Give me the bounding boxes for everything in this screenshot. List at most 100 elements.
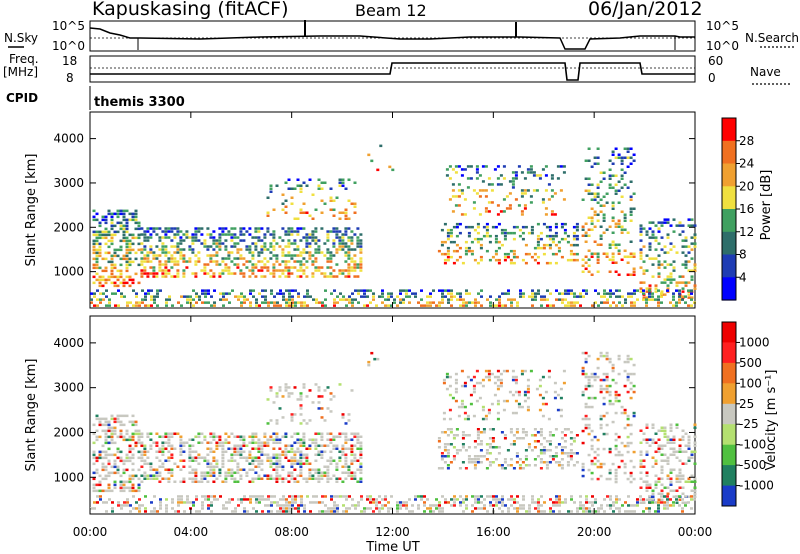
velocity-data-cell [357, 504, 360, 507]
power-data-cell [104, 278, 108, 282]
power-data-cell [138, 301, 141, 304]
velocity-data-cell [485, 449, 489, 452]
velocity-data-cell [476, 437, 480, 440]
power-data-cell [278, 236, 282, 239]
power-data-cell [587, 147, 591, 150]
power-data-cell [447, 301, 450, 304]
velocity-data-cell [518, 437, 522, 440]
power-data-cell [496, 213, 500, 216]
velocity-data-cell [311, 438, 315, 441]
velocity-data-cell [164, 459, 168, 462]
velocity-data-cell [308, 471, 312, 474]
power-data-cell [287, 254, 291, 257]
power-data-cell [690, 289, 693, 292]
velocity-data-cell [639, 465, 643, 468]
power-data-cell [666, 289, 669, 292]
velocity-data-cell [672, 435, 676, 438]
power-data-cell [478, 174, 482, 177]
velocity-data-cell [587, 432, 591, 436]
velocity-data-cell [359, 477, 363, 480]
power-data-cell [339, 292, 342, 295]
power-data-cell [393, 301, 396, 304]
velocity-data-cell [594, 510, 597, 513]
velocity-data-cell [219, 495, 222, 498]
power-data-cell [305, 211, 309, 214]
velocity-data-cell [95, 471, 99, 475]
velocity-data-cell [195, 495, 198, 498]
velocity-data-cell [122, 486, 126, 490]
power-data-cell [443, 240, 447, 244]
power-data-cell [152, 272, 156, 275]
power-data-cell [426, 295, 429, 298]
velocity-data-cell [558, 495, 561, 498]
velocity-data-cell [279, 510, 282, 513]
velocity-data-cell [110, 435, 114, 439]
power-data-cell [423, 304, 426, 307]
power-data-cell [110, 263, 114, 267]
power-data-cell [134, 272, 138, 276]
velocity-data-cell [291, 495, 294, 498]
power-data-cell [317, 239, 321, 242]
power-data-cell [240, 301, 243, 304]
velocity-data-cell [149, 438, 153, 441]
power-data-cell [336, 295, 339, 298]
velocity-data-cell [487, 378, 491, 382]
power-data-cell [590, 207, 594, 210]
power-data-cell [132, 289, 135, 292]
velocity-data-cell [236, 471, 240, 474]
power-data-cell [353, 205, 357, 208]
power-data-cell [156, 292, 159, 295]
velocity-data-cell [332, 474, 336, 477]
velocity-data-cell [536, 455, 540, 458]
velocity-data-cell [296, 462, 300, 465]
velocity-data-cell [515, 431, 519, 434]
power-data-cell [119, 209, 123, 213]
power-data-cell [657, 301, 660, 304]
power-data-cell [557, 246, 561, 250]
velocity-data-cell [684, 495, 687, 498]
power-data-cell [114, 304, 117, 307]
power-data-cell [113, 263, 117, 267]
velocity-data-cell [275, 441, 279, 444]
velocity-data-cell [618, 498, 621, 501]
velocity-data-cell [570, 498, 573, 501]
power-data-cell [98, 278, 102, 282]
velocity-data-cell [522, 495, 525, 498]
power-data-cell [611, 261, 615, 264]
velocity-data-cell [116, 456, 120, 460]
power-data-cell [221, 227, 225, 230]
velocity-data-cell [548, 440, 552, 443]
velocity-data-cell [590, 438, 594, 442]
power-data-cell [506, 231, 510, 235]
power-data-cell [92, 218, 96, 222]
power-data-cell [287, 275, 291, 278]
velocity-data-cell [651, 498, 654, 501]
velocity-data-cell [161, 462, 165, 465]
velocity-data-cell [344, 432, 348, 435]
velocity-data-cell [660, 426, 664, 429]
power-data-cell [575, 252, 579, 256]
power-data-cell [551, 234, 555, 238]
power-data-cell [381, 289, 384, 292]
velocity-data-cell [350, 438, 354, 441]
velocity-data-cell [560, 458, 564, 461]
velocity-data-cell [623, 465, 627, 469]
velocity-data-cell [448, 384, 452, 388]
velocity-data-cell [113, 459, 117, 463]
power-data-cell [269, 257, 273, 260]
power-data-cell [564, 298, 567, 301]
power-data-cell [347, 227, 351, 230]
power-data-cell [450, 295, 453, 298]
power-data-cell [281, 193, 285, 196]
velocity-data-cell [648, 501, 651, 504]
velocity-data-cell [417, 495, 420, 498]
power-data-cell [101, 215, 105, 219]
power-data-cell [275, 254, 279, 257]
velocity-data-cell [299, 413, 303, 416]
velocity-data-cell [101, 477, 105, 481]
velocity-data-cell [95, 417, 99, 421]
velocity-data-cell [558, 510, 561, 513]
velocity-data-cell [666, 438, 670, 441]
power-data-cell [618, 295, 621, 298]
velocity-data-cell [569, 449, 573, 452]
